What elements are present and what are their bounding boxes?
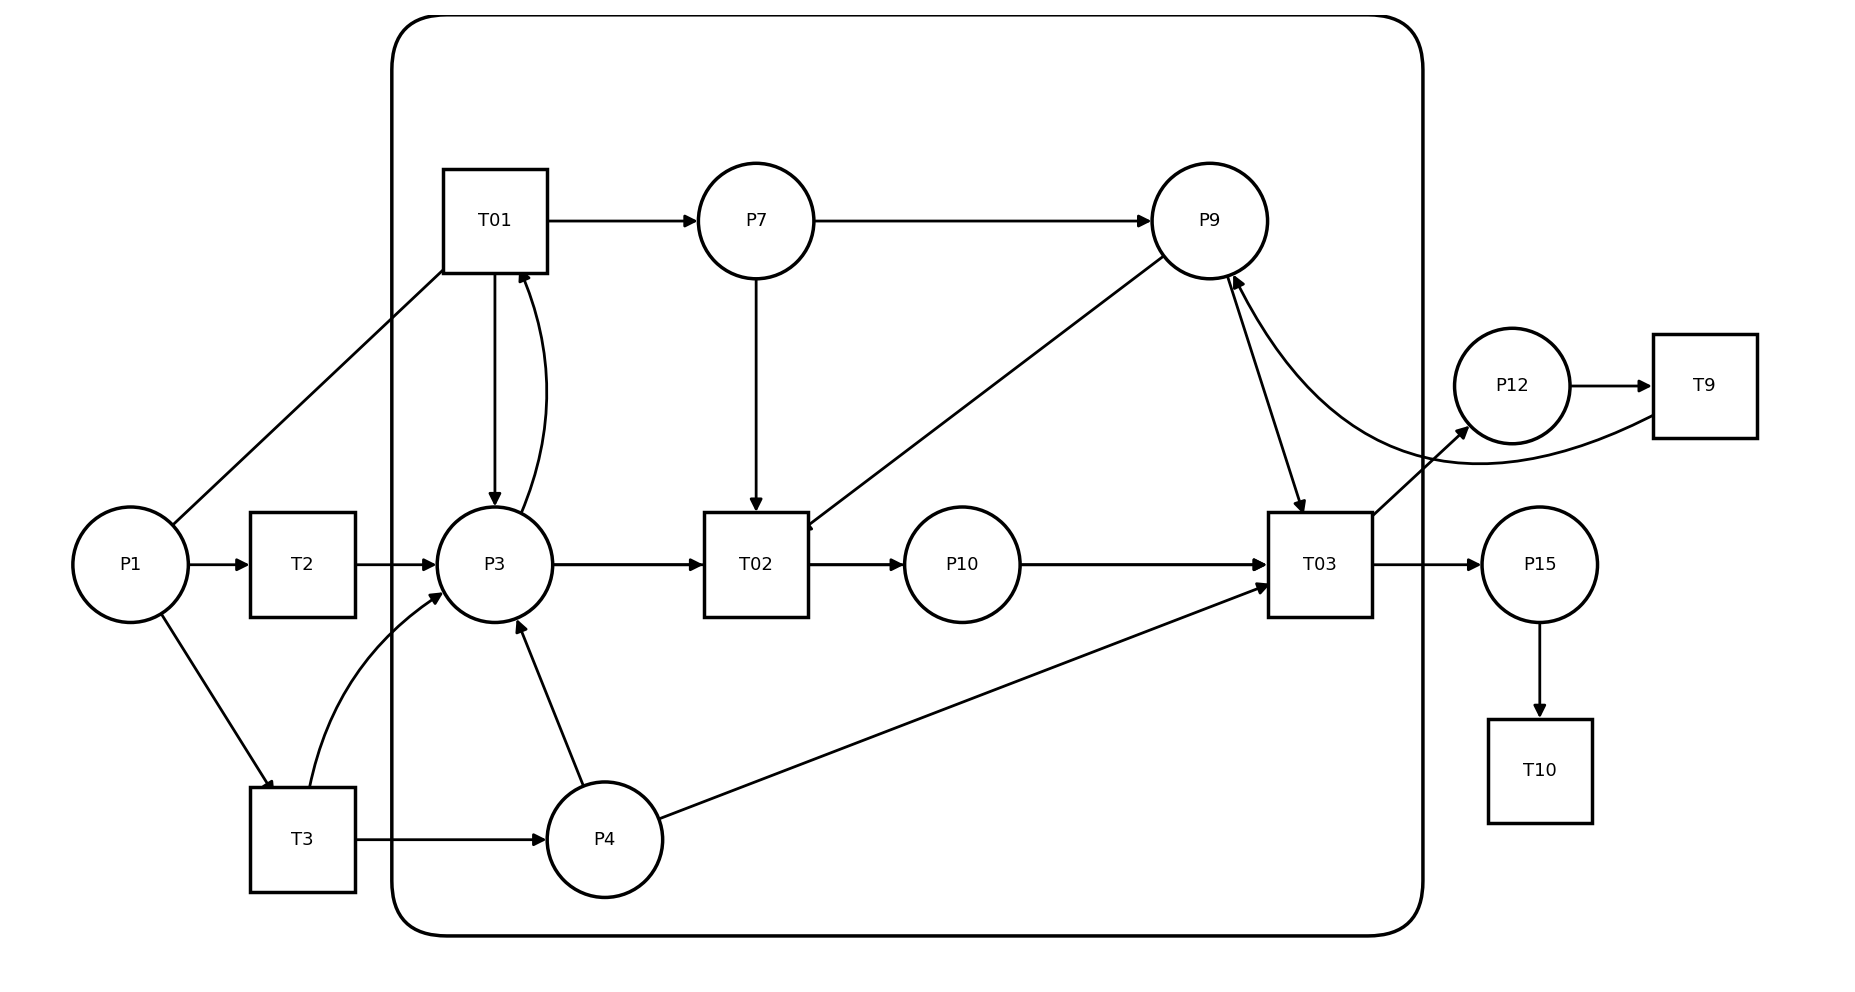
Circle shape <box>1152 164 1267 279</box>
FancyBboxPatch shape <box>1486 719 1592 823</box>
Text: T9: T9 <box>1692 377 1716 395</box>
FancyBboxPatch shape <box>250 513 354 617</box>
FancyBboxPatch shape <box>1651 333 1757 438</box>
FancyBboxPatch shape <box>1267 513 1371 617</box>
Text: P4: P4 <box>594 830 616 849</box>
Text: P15: P15 <box>1523 556 1556 573</box>
Text: P7: P7 <box>744 212 766 230</box>
Text: P9: P9 <box>1198 212 1221 230</box>
Text: T3: T3 <box>291 830 313 849</box>
FancyBboxPatch shape <box>703 513 809 617</box>
Circle shape <box>72 507 187 623</box>
Text: T2: T2 <box>291 556 313 573</box>
Text: T03: T03 <box>1302 556 1336 573</box>
Text: T01: T01 <box>479 212 512 230</box>
Circle shape <box>697 164 814 279</box>
Circle shape <box>438 507 553 623</box>
Text: P10: P10 <box>944 556 979 573</box>
FancyBboxPatch shape <box>250 788 354 892</box>
Text: P3: P3 <box>484 556 506 573</box>
Circle shape <box>1482 507 1597 623</box>
Circle shape <box>903 507 1020 623</box>
Text: P1: P1 <box>119 556 141 573</box>
FancyBboxPatch shape <box>443 169 547 273</box>
Text: T10: T10 <box>1523 762 1556 780</box>
Circle shape <box>547 782 662 898</box>
Text: P12: P12 <box>1495 377 1529 395</box>
Text: T02: T02 <box>738 556 774 573</box>
Circle shape <box>1454 328 1569 443</box>
